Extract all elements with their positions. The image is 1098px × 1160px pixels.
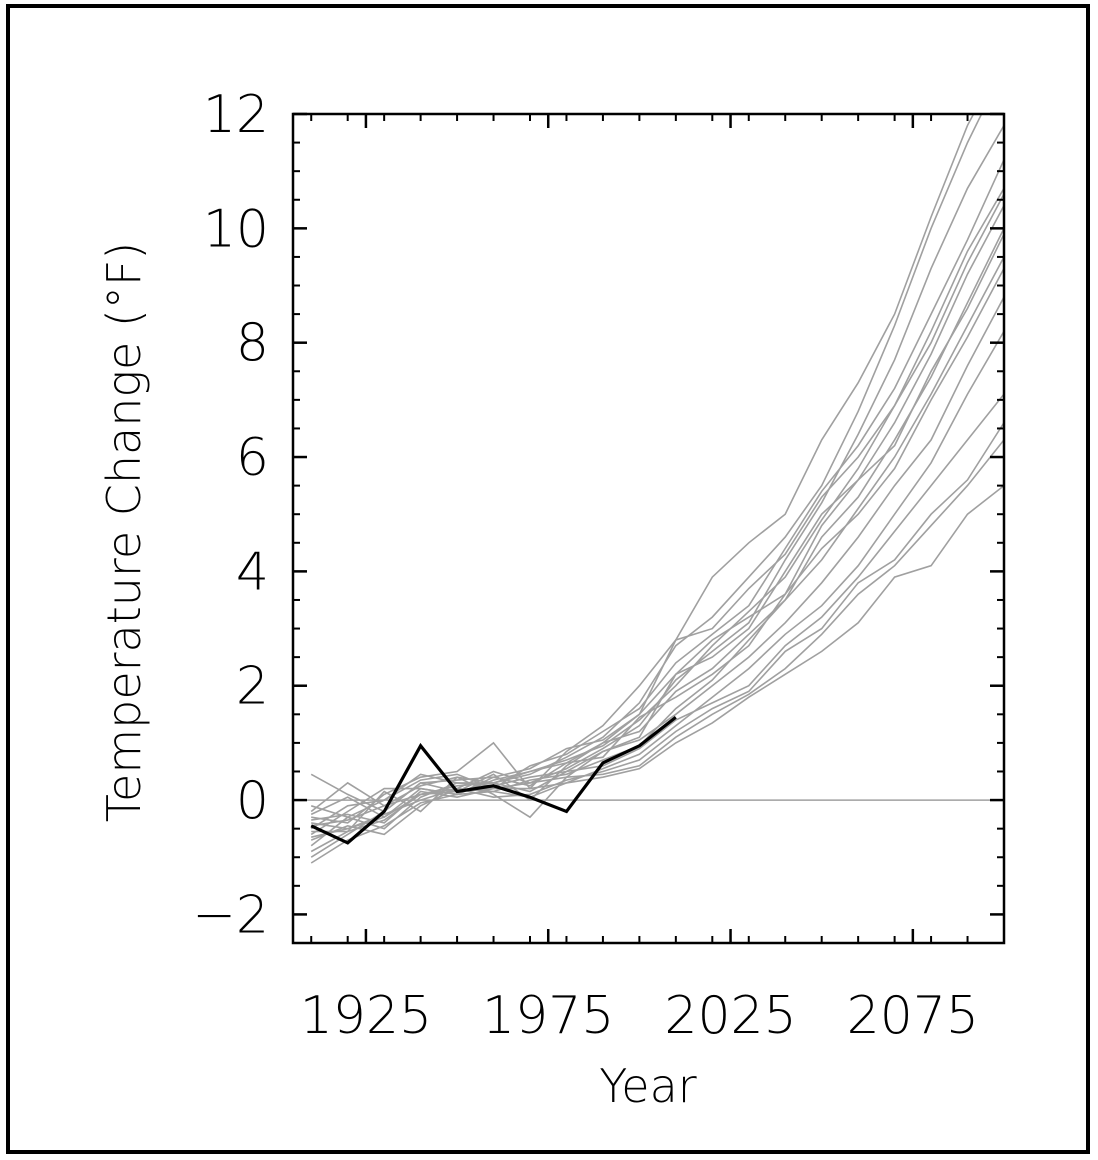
y-tick-label: 12 (203, 85, 269, 145)
x-tick-label: 1975 (482, 986, 614, 1046)
y-tick-label: −2 (192, 885, 269, 945)
model-series-line-15 (311, 422, 1004, 838)
x-tick-label: 2075 (847, 986, 979, 1046)
plot-layer: −2 0 2 4 6 8 10 12 1925 1975 2025 2075 (192, 85, 1006, 1046)
x-axis-title: Year (599, 1059, 696, 1113)
y-axis-title: Temperature Change (°F) (97, 242, 151, 823)
model-series-line-7 (310, 205, 1004, 847)
x-tick-label: 2025 (664, 986, 796, 1046)
model-series-line-3 (311, 124, 1004, 830)
observed-series-line (310, 715, 677, 845)
model-series-line-13 (311, 330, 1004, 824)
y-tick-label: 10 (203, 199, 269, 259)
y-tick-label: 4 (236, 542, 269, 602)
y-tick-label: 0 (236, 771, 269, 831)
model-series-line-12 (311, 296, 1004, 833)
chart-frame (6, 4, 1090, 1154)
model-series-line-17 (310, 484, 1004, 864)
model-series-line-1 (310, 114, 975, 813)
y-tick-label: 6 (236, 428, 269, 488)
model-series-line-11 (310, 268, 1004, 819)
model-series-line-16 (310, 439, 1004, 853)
model-series-line-9 (310, 233, 1004, 830)
x-tick-label: 1925 (300, 986, 432, 1046)
model-series-line-4 (310, 159, 1004, 819)
y-tick-label: 2 (236, 657, 269, 717)
model-series-line-5 (310, 193, 1004, 836)
plot-area-border (291, 112, 1006, 945)
model-series-line-2 (310, 114, 983, 813)
model-series-line-14 (311, 393, 1004, 827)
model-series-line-8 (310, 227, 1004, 858)
y-tick-label: 8 (236, 314, 269, 374)
